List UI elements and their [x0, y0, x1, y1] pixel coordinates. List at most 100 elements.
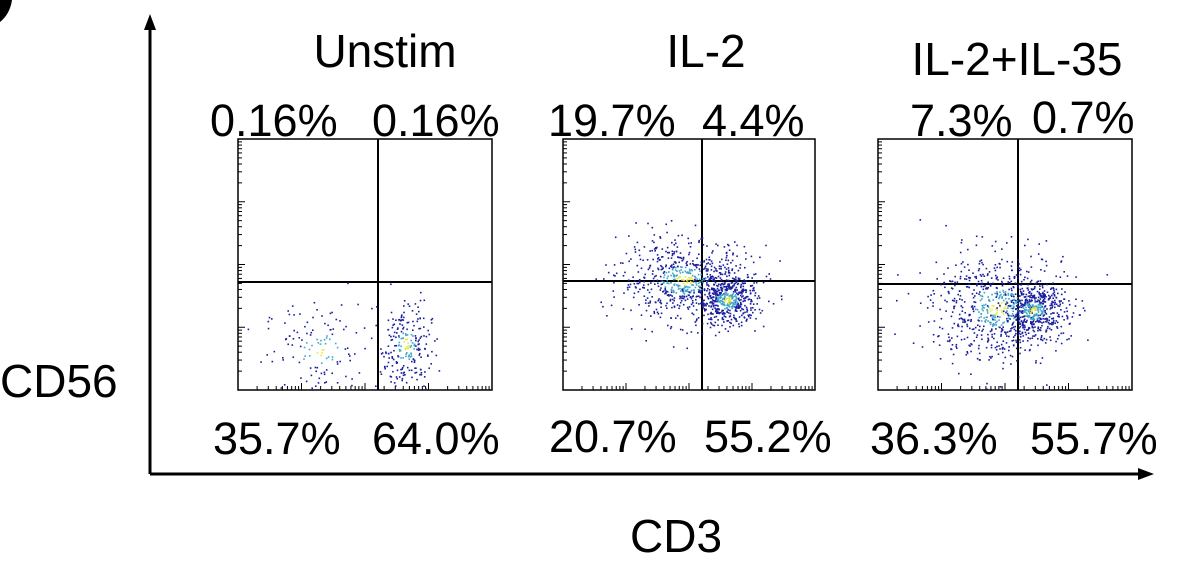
- event-dot: [721, 300, 723, 302]
- event-dot: [657, 313, 660, 315]
- event-dot: [968, 276, 970, 279]
- event-dot: [1020, 320, 1023, 322]
- event-dot: [1039, 302, 1041, 304]
- event-dot: [401, 377, 404, 380]
- event-dot: [707, 262, 709, 264]
- event-dot: [678, 261, 680, 264]
- event-dot: [979, 291, 981, 293]
- event-dot: [1017, 286, 1019, 288]
- event-dot: [268, 316, 271, 319]
- event-dot: [706, 282, 708, 284]
- event-dot: [664, 286, 667, 288]
- event-dot: [1030, 300, 1032, 303]
- event-dot: [336, 361, 339, 363]
- event-dot: [973, 289, 975, 291]
- event-dot: [927, 321, 930, 323]
- event-dot: [738, 298, 740, 301]
- event-dot: [1040, 336, 1043, 339]
- event-dot: [751, 284, 754, 287]
- event-dot: [703, 288, 706, 290]
- event-dot: [936, 278, 938, 280]
- event-dot: [725, 251, 728, 254]
- event-dot: [944, 299, 946, 302]
- event-dot: [727, 297, 729, 299]
- event-dot: [681, 259, 683, 262]
- event-dot: [694, 224, 697, 227]
- event-dot: [680, 290, 682, 292]
- event-dot: [299, 313, 301, 315]
- event-dot: [1037, 326, 1040, 328]
- event-dot: [1010, 293, 1012, 295]
- event-dot: [301, 339, 303, 341]
- event-dot: [1017, 376, 1020, 379]
- event-dot: [1001, 351, 1004, 354]
- event-dot: [966, 286, 969, 288]
- event-dot: [651, 273, 654, 275]
- event-dot: [997, 279, 999, 281]
- event-dot: [989, 300, 991, 302]
- event-dot: [1009, 305, 1011, 307]
- event-dot: [693, 279, 695, 281]
- event-dot: [665, 223, 667, 226]
- event-dot: [1039, 306, 1042, 309]
- event-dot: [325, 369, 328, 371]
- event-dot: [660, 283, 663, 286]
- event-dot: [1057, 292, 1059, 295]
- event-dot: [728, 299, 730, 302]
- event-dot: [1058, 316, 1060, 318]
- event-dot: [396, 369, 399, 372]
- event-dot: [1050, 288, 1052, 290]
- event-dot: [1033, 315, 1035, 318]
- event-dot: [727, 293, 729, 295]
- event-dot: [703, 277, 706, 280]
- event-dot: [1064, 291, 1066, 293]
- event-dot: [393, 382, 396, 384]
- event-dot: [707, 298, 710, 300]
- event-dot: [675, 250, 678, 253]
- event-dot: [719, 301, 721, 304]
- event-dot: [706, 295, 709, 298]
- event-dot: [681, 329, 684, 331]
- event-dot: [717, 319, 719, 321]
- event-dot: [690, 289, 693, 292]
- event-dot: [754, 294, 756, 297]
- event-dot: [728, 274, 731, 277]
- event-dot: [699, 296, 701, 299]
- event-dot: [990, 329, 993, 332]
- event-dot: [1060, 342, 1063, 345]
- event-dot: [741, 289, 744, 291]
- event-dot: [699, 264, 702, 267]
- event-dot: [674, 278, 676, 281]
- event-dot: [974, 276, 976, 278]
- event-dot: [731, 277, 734, 280]
- event-dot: [1020, 284, 1022, 286]
- event-dot: [953, 322, 956, 325]
- event-dot: [732, 253, 734, 256]
- event-dot: [1038, 306, 1040, 309]
- event-dot: [714, 310, 717, 313]
- event-dot: [1023, 296, 1026, 298]
- event-dot: [1068, 300, 1070, 302]
- event-dot: [351, 378, 353, 380]
- event-dot: [1019, 330, 1021, 333]
- event-dot: [728, 272, 731, 274]
- event-dot: [731, 305, 734, 307]
- event-dot: [402, 372, 405, 374]
- event-dot: [718, 272, 721, 274]
- event-dot: [723, 297, 725, 300]
- event-dot: [969, 345, 971, 347]
- panel-il2-il35: IL-2+IL-35 7.3% 0.7% 36.3% 55.7%: [870, 33, 1158, 464]
- event-dot: [697, 289, 700, 291]
- event-dot: [713, 324, 716, 327]
- event-dot: [670, 282, 672, 284]
- event-dot: [716, 293, 718, 295]
- event-dot: [730, 282, 733, 284]
- event-dot: [713, 266, 716, 269]
- event-dot: [321, 352, 323, 354]
- event-dot: [649, 264, 652, 267]
- event-dot: [1027, 283, 1029, 286]
- event-dot: [743, 299, 746, 302]
- event-dot: [385, 351, 387, 353]
- event-dot: [728, 295, 730, 297]
- event-dot: [722, 283, 725, 286]
